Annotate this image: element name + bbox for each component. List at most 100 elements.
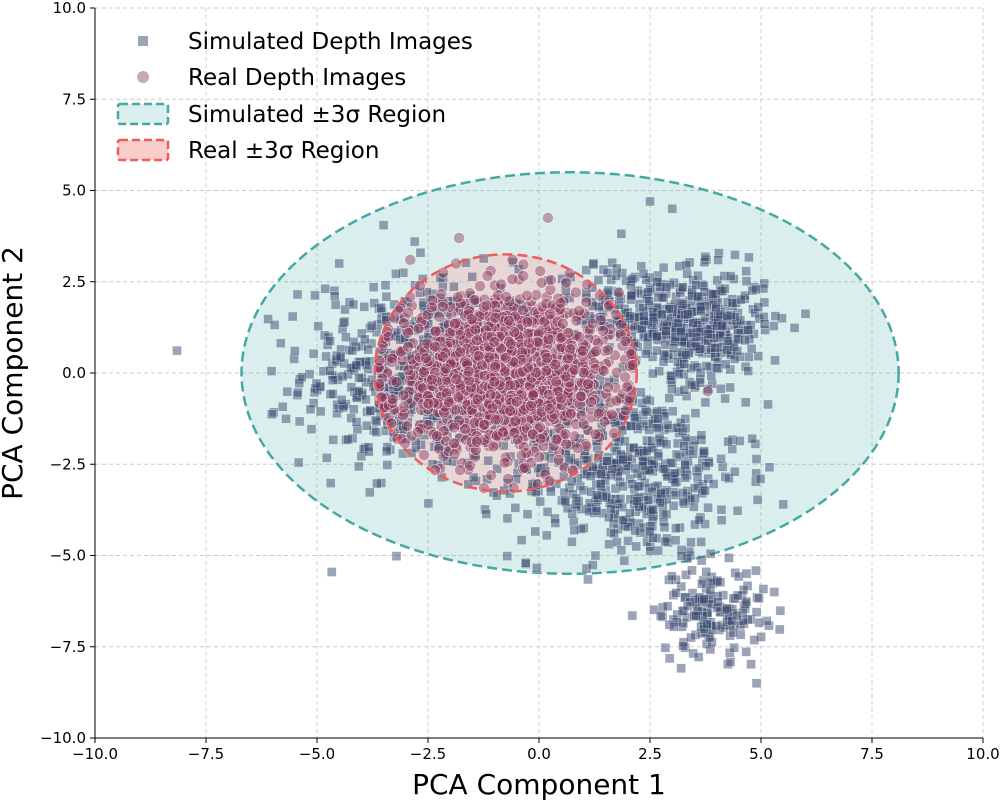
real-point <box>533 451 546 463</box>
simulated-point <box>172 345 182 356</box>
simulated-point <box>645 526 655 537</box>
simulated-point <box>645 196 655 207</box>
simulated-point <box>741 647 751 657</box>
simulated-point <box>581 265 591 275</box>
real-point <box>535 276 548 289</box>
real-point <box>568 363 581 376</box>
simulated-point <box>648 368 658 379</box>
simulated-point <box>678 496 688 507</box>
real-point <box>586 317 599 330</box>
real-point <box>472 349 485 362</box>
simulated-point <box>380 280 391 291</box>
simulated-point <box>722 310 733 321</box>
simulated-point <box>753 351 763 361</box>
legend-square-marker <box>138 36 148 46</box>
simulated-point <box>645 546 655 556</box>
real-point <box>701 385 714 398</box>
real-point <box>414 380 426 392</box>
real-point <box>590 345 602 358</box>
simulated-point <box>628 442 639 453</box>
simulated-point <box>652 345 662 356</box>
simulated-point <box>532 563 542 573</box>
simulated-point <box>740 335 750 346</box>
simulated-point <box>669 468 680 479</box>
simulated-point <box>680 472 691 483</box>
simulated-point <box>671 523 681 533</box>
simulated-point <box>676 551 687 561</box>
simulated-point <box>498 440 509 451</box>
simulated-point <box>435 293 445 303</box>
simulated-point <box>619 555 630 566</box>
real-point <box>534 265 547 277</box>
simulated-point <box>571 493 582 504</box>
real-point <box>448 421 460 434</box>
simulated-point <box>365 487 375 498</box>
simulated-point <box>410 316 421 326</box>
simulated-point <box>603 285 614 296</box>
simulated-point <box>800 309 811 319</box>
simulated-point <box>660 339 670 350</box>
simulated-point <box>481 509 492 519</box>
simulated-point <box>701 361 712 371</box>
simulated-point <box>743 366 753 376</box>
simulated-point <box>716 320 727 331</box>
simulated-point <box>617 515 628 525</box>
simulated-point <box>294 416 305 427</box>
simulated-point <box>682 601 693 611</box>
simulated-point <box>660 642 671 653</box>
simulated-point <box>778 499 788 510</box>
simulated-point <box>679 359 689 369</box>
simulated-point <box>678 641 688 651</box>
real-point <box>606 408 618 421</box>
simulated-point <box>419 430 430 441</box>
simulated-point <box>681 260 692 270</box>
simulated-point <box>678 282 688 293</box>
simulated-point <box>716 504 727 515</box>
real-point <box>412 322 425 335</box>
real-point <box>437 266 449 279</box>
real-point <box>531 410 544 422</box>
real-point <box>503 314 515 327</box>
real-point <box>506 254 519 266</box>
simulated-point <box>664 653 675 664</box>
simulated-point <box>727 616 737 626</box>
simulated-point <box>581 287 592 298</box>
real-point <box>560 438 572 450</box>
simulated-point <box>334 258 344 269</box>
simulated-point <box>676 663 686 674</box>
x-tick-label: 0.0 <box>527 745 551 763</box>
simulated-point <box>644 296 654 306</box>
simulated-point <box>751 678 762 688</box>
simulated-point <box>655 497 665 508</box>
real-point <box>462 365 475 378</box>
real-point <box>469 323 482 336</box>
real-point <box>560 276 573 289</box>
simulated-point <box>669 621 679 632</box>
simulated-point <box>281 414 291 424</box>
simulated-point <box>700 397 711 408</box>
simulated-point <box>735 436 745 446</box>
legend-entry: Real Depth Images <box>137 65 406 91</box>
legend-label: Simulated ±3σ Region <box>188 102 446 128</box>
simulated-point <box>321 351 331 362</box>
simulated-point <box>732 506 743 516</box>
simulated-point <box>668 343 679 353</box>
real-point <box>593 431 606 444</box>
simulated-point <box>703 502 713 513</box>
simulated-point <box>671 588 681 598</box>
x-tick-label: −5.0 <box>299 745 335 763</box>
real-point <box>575 409 588 422</box>
real-point <box>450 373 463 385</box>
simulated-point <box>325 336 335 346</box>
real-point <box>486 402 499 415</box>
simulated-point <box>701 461 711 471</box>
real-point <box>448 448 461 460</box>
simulated-point <box>679 441 689 451</box>
simulated-point <box>732 590 743 601</box>
simulated-point <box>690 493 700 504</box>
simulated-point <box>590 550 601 561</box>
real-point <box>444 336 457 348</box>
simulated-point <box>535 496 545 507</box>
real-point <box>406 299 418 312</box>
